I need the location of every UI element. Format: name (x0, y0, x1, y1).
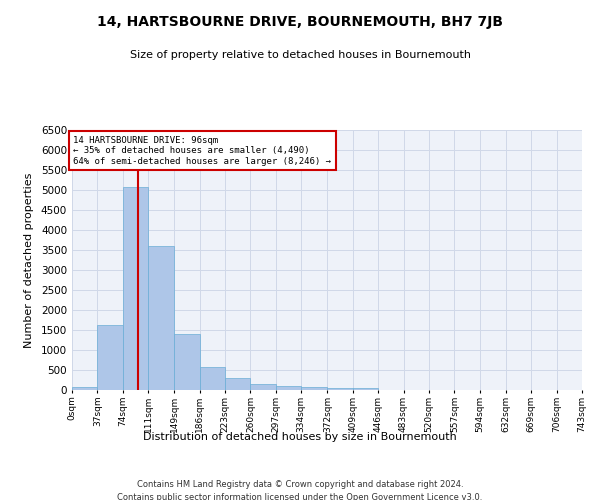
Text: 14, HARTSBOURNE DRIVE, BOURNEMOUTH, BH7 7JB: 14, HARTSBOURNE DRIVE, BOURNEMOUTH, BH7 … (97, 15, 503, 29)
Bar (72, 387, 97, 390)
Bar (200, 367, 225, 390)
Text: 14 HARTSBOURNE DRIVE: 96sqm
← 35% of detached houses are smaller (4,490)
64% of : 14 HARTSBOURNE DRIVE: 96sqm ← 35% of det… (73, 136, 331, 166)
Bar (123, 187, 148, 390)
Bar (174, 334, 200, 390)
Bar (301, 387, 328, 390)
Y-axis label: Number of detached properties: Number of detached properties (24, 172, 34, 348)
Bar (148, 246, 174, 390)
Bar (250, 384, 276, 390)
Bar (97, 325, 123, 390)
Bar (276, 386, 301, 390)
Text: Contains public sector information licensed under the Open Government Licence v3: Contains public sector information licen… (118, 492, 482, 500)
Text: Distribution of detached houses by size in Bournemouth: Distribution of detached houses by size … (143, 432, 457, 442)
Text: Contains HM Land Registry data © Crown copyright and database right 2024.: Contains HM Land Registry data © Crown c… (137, 480, 463, 489)
Bar (328, 388, 353, 390)
Bar (353, 388, 378, 390)
Text: Size of property relative to detached houses in Bournemouth: Size of property relative to detached ho… (130, 50, 470, 60)
Bar (225, 378, 250, 390)
